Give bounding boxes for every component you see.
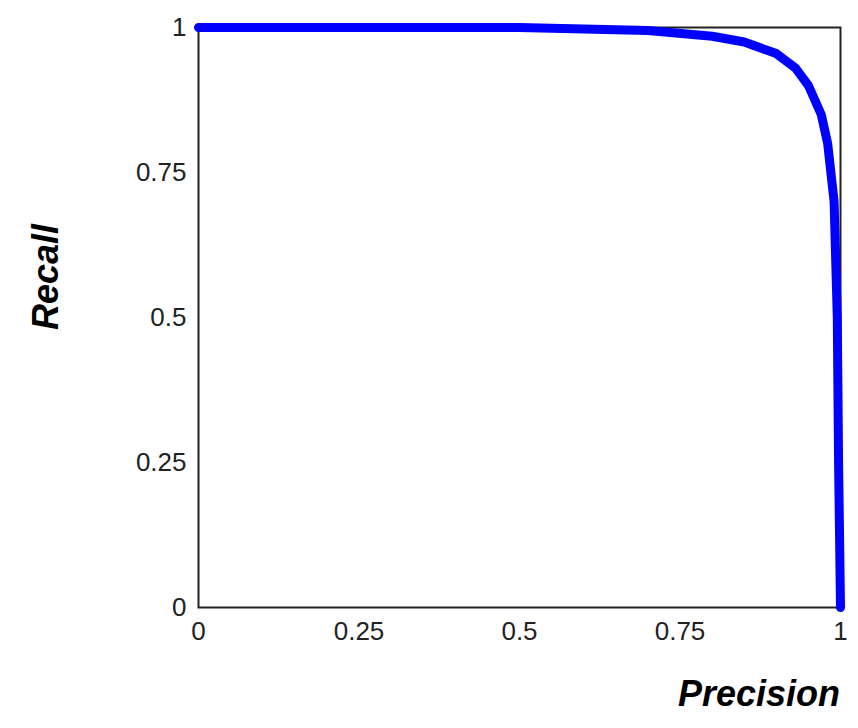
svg-text:Precision: Precision (678, 673, 840, 714)
svg-text:Recall: Recall (25, 223, 66, 330)
svg-text:0: 0 (191, 616, 205, 646)
svg-text:1: 1 (172, 12, 186, 42)
svg-text:0.5: 0.5 (150, 302, 186, 332)
svg-text:0.25: 0.25 (136, 447, 187, 477)
svg-text:0.75: 0.75 (655, 616, 706, 646)
svg-text:0.25: 0.25 (334, 616, 385, 646)
svg-text:1: 1 (833, 616, 847, 646)
svg-text:0.75: 0.75 (136, 157, 187, 187)
svg-text:0.5: 0.5 (501, 616, 537, 646)
svg-text:0: 0 (172, 592, 186, 622)
